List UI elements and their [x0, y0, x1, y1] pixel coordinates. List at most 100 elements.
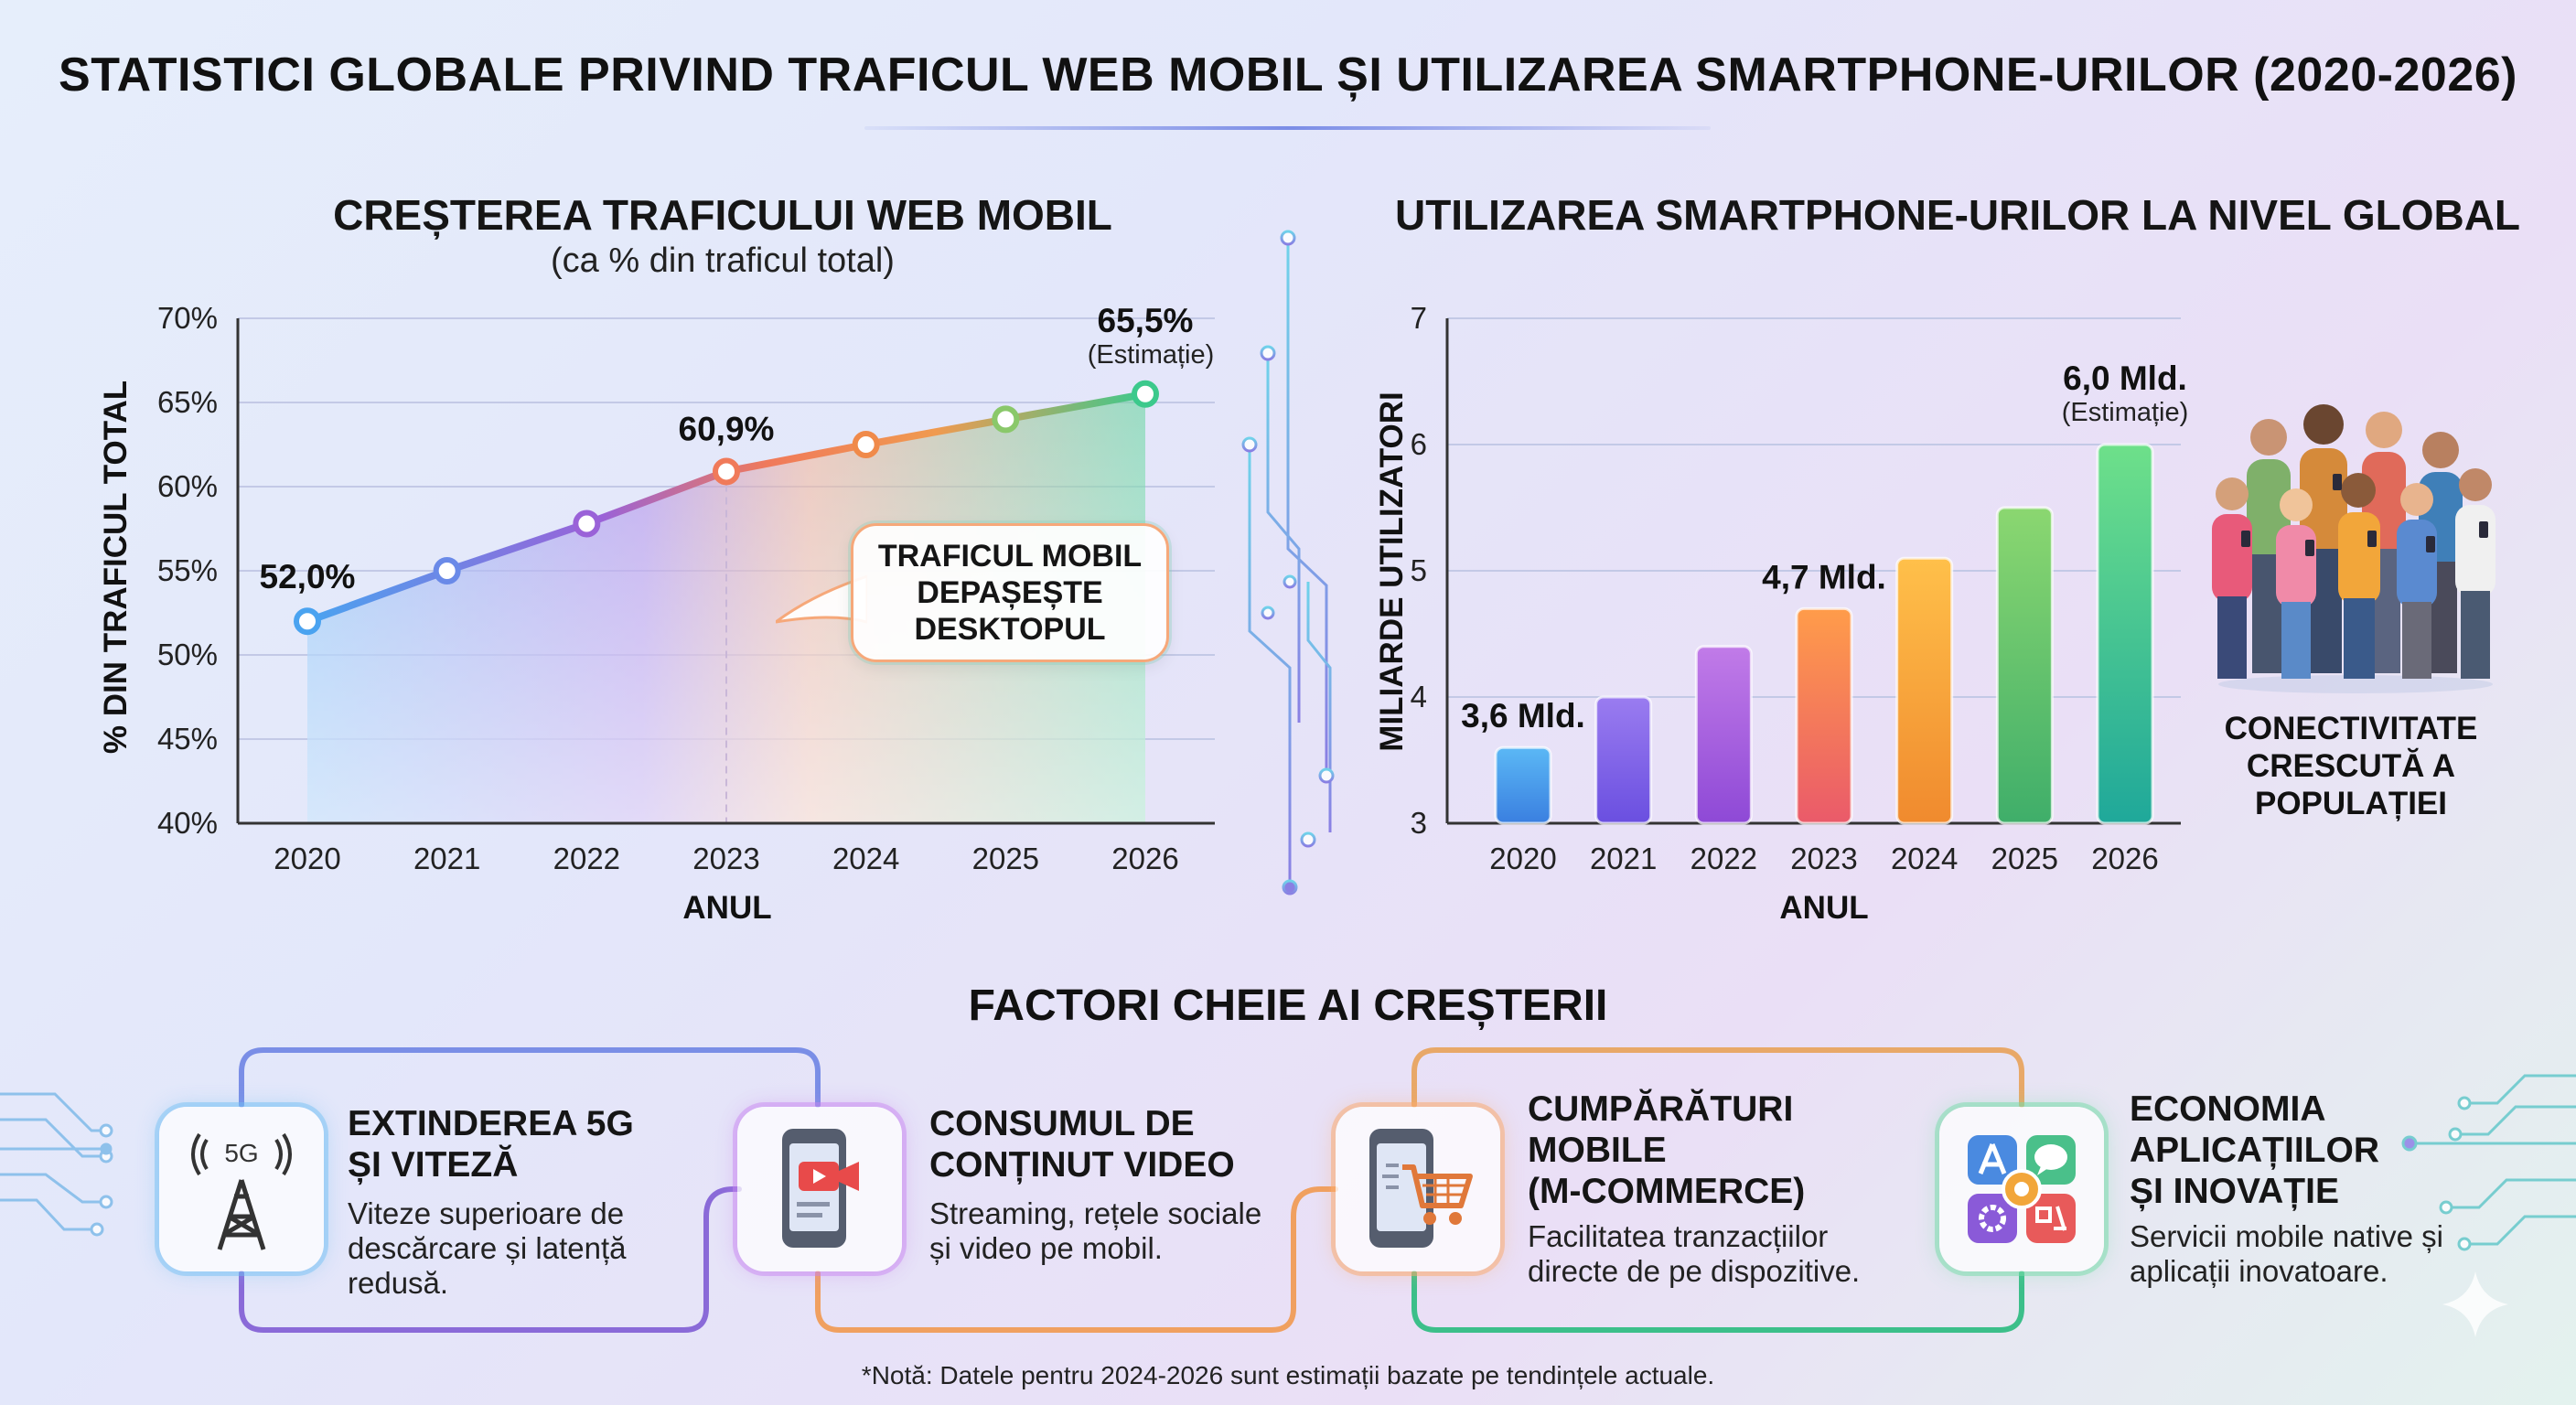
bar-x-tick-label: 2026	[2091, 842, 2158, 875]
bar-chart-title: UTILIZAREA SMARTPHONE-URILOR LA NIVEL GL…	[1394, 191, 2521, 239]
line-data-label: 52,0%	[260, 558, 356, 595]
line-x-tick-label: 2021	[413, 842, 480, 875]
line-y-tick-label: 40%	[157, 806, 218, 840]
bar-data-labels: 3,6 Mld. 4,7 Mld. 6,0 Mld.(Estimație)	[1461, 359, 2188, 735]
video-phone-icon	[782, 1129, 859, 1248]
circuit-decoration-center	[1241, 230, 1335, 896]
bar-x-axis-label: ANUL	[1779, 890, 1868, 926]
factors-title: FACTORI CHEIE AI CREȘTERII	[968, 981, 1608, 1030]
bar-y-tick-label: 6	[1411, 427, 1427, 461]
bar-y-tick-label: 5	[1411, 553, 1427, 587]
line-x-tick-label: 2024	[832, 842, 899, 875]
bar-data-label: 3,6 Mld.	[1461, 697, 1585, 735]
bar	[1995, 506, 2054, 825]
bar-x-tick-label: 2024	[1891, 842, 1958, 875]
line-points	[294, 380, 1159, 636]
bar-y-tick-label: 4	[1411, 680, 1427, 713]
circuit-decoration-right	[2401, 1074, 2576, 1251]
line-y-axis-label: % DIN TRAFICUL TOTAL	[98, 381, 134, 754]
line-x-tick-label: 2022	[553, 842, 620, 875]
line-x-tick-label: 2023	[692, 842, 759, 875]
factor-apps-title-line: ȘI INOVAȚIE	[2130, 1172, 2339, 1211]
factor-apps-desc-line: aplicații inovatoare.	[2130, 1254, 2388, 1288]
bar	[1694, 645, 1753, 825]
sparkle-icon	[2442, 1271, 2508, 1337]
line-data-label-note: (Estimație)	[1088, 340, 1215, 370]
bar-data-label: 6,0 Mld.	[2063, 359, 2187, 397]
bar-x-tick-label: 2025	[1991, 842, 2058, 875]
page-title: STATISTICI GLOBALE PRIVIND TRAFICUL WEB …	[59, 48, 2517, 102]
factor-mcommerce-desc-line: Facilitatea tranzacțiilor	[1528, 1219, 1829, 1253]
line-point	[294, 607, 321, 636]
factor-mcommerce-title-line: CUMPĂRĂTURI	[1528, 1089, 1794, 1129]
line-point	[1132, 380, 1159, 408]
factor-mcommerce-desc-line: directe de pe dispozitive.	[1528, 1254, 1861, 1288]
factor-video-desc-line: Streaming, rețele sociale	[929, 1196, 1262, 1230]
line-y-tick-label: 70%	[157, 301, 218, 335]
line-chart-title: CREȘTEREA TRAFICULUI WEB MOBIL	[333, 191, 1112, 239]
factor-5g-title-line: EXTINDEREA 5G	[348, 1104, 634, 1143]
footnote: *Notă: Datele pentru 2024-2026 sunt esti…	[861, 1361, 1715, 1389]
shopping-cart-phone-icon	[1369, 1129, 1473, 1248]
line-ticks: 70% 65% 60% 55% 50% 45% 40% 2020 2021 2022 2023 202…	[157, 301, 1179, 875]
line-x-axis-label: ANUL	[682, 890, 771, 926]
line-point	[573, 509, 601, 538]
bar-x-tick-label: 2021	[1590, 842, 1657, 875]
factors-connector-frame	[239, 1047, 2024, 1333]
bar-y-tick-label: 7	[1411, 301, 1427, 335]
line-data-label: 60,9%	[679, 410, 775, 447]
5g-tower-icon: 5G	[191, 1132, 292, 1250]
bar-ticks: 7 6 5 4 3 2020 2021 2022 2023 2024 2025 2026	[1411, 301, 2159, 875]
factor-5g-desc-line: Viteze superioare de	[348, 1196, 625, 1230]
line-y-tick-label: 50%	[157, 638, 218, 671]
factor-mcommerce-icon-box	[1336, 1107, 1500, 1271]
factor-apps-icon-box	[1939, 1107, 2104, 1271]
bar-y-tick-label: 3	[1411, 806, 1427, 840]
line-x-tick-label: 2020	[274, 842, 340, 875]
factor-video-title-line: CONSUMUL DE	[929, 1104, 1195, 1143]
factor-mcommerce-title-line: (M-COMMERCE)	[1528, 1172, 1806, 1211]
line-point	[713, 457, 740, 486]
line-chart-subtitle: (ca % din traficul total)	[551, 241, 895, 280]
factor-5g-desc-line: redusă.	[348, 1266, 449, 1300]
bar-y-axis-label: MILIARDE UTILIZATORI	[1374, 391, 1410, 751]
line-x-tick-label: 2025	[972, 842, 1039, 875]
factor-mcommerce-title-line: MOBILE	[1528, 1131, 1667, 1170]
line-data-labels: 52,0% 60,9% 65,5%(Estimație)	[260, 302, 1215, 595]
line-y-tick-label: 65%	[157, 385, 218, 419]
bar-x-tick-label: 2023	[1790, 842, 1857, 875]
bar	[1895, 556, 1954, 825]
bar	[1795, 606, 1853, 825]
factor-video-desc-line: și video pe mobil.	[929, 1231, 1163, 1265]
bar-data-label: 4,7 Mld.	[1762, 558, 1886, 595]
callout-tail	[776, 574, 867, 624]
line-data-label: 65,5%	[1098, 302, 1194, 339]
title-divider	[864, 126, 1711, 130]
line-y-tick-label: 60%	[157, 469, 218, 503]
line-y-tick-label: 55%	[157, 553, 218, 587]
factor-5g-title-line: ȘI VITEZĂ	[348, 1145, 519, 1185]
factor-video-icon-box	[737, 1107, 902, 1271]
callout-mobile-overtakes-desktop: TRAFICUL MOBIL DEPAȘEȘTE DESKTOPUL	[851, 523, 1169, 662]
bar	[1494, 745, 1552, 825]
factor-5g-desc-line: descărcare și latență	[348, 1231, 627, 1265]
factor-apps-title-line: APLICAȚIILOR	[2130, 1131, 2379, 1170]
line-point	[433, 557, 461, 585]
bar-x-tick-label: 2020	[1489, 842, 1556, 875]
circuit-decoration-left	[0, 1092, 113, 1237]
line-point	[992, 405, 1020, 434]
svg-text:5G: 5G	[224, 1139, 258, 1167]
bar	[1594, 695, 1653, 825]
line-chart-area-fade	[307, 393, 1145, 823]
line-x-tick-label: 2026	[1111, 842, 1178, 875]
line-y-tick-label: 45%	[157, 722, 218, 756]
factor-apps-title-line: ECONOMIA	[2130, 1089, 2326, 1129]
factor-apps-desc-line: Servicii mobile native și	[2130, 1219, 2443, 1253]
bar-x-tick-label: 2022	[1690, 842, 1757, 875]
line-point	[852, 431, 880, 458]
people-caption: CONECTIVITATE CRESCUTĂ A POPULAȚIEI	[2224, 711, 2478, 821]
factor-5g-icon-box: 5G	[159, 1107, 324, 1271]
bar	[2096, 443, 2154, 825]
bar-data-label-note: (Estimație)	[2062, 398, 2189, 427]
